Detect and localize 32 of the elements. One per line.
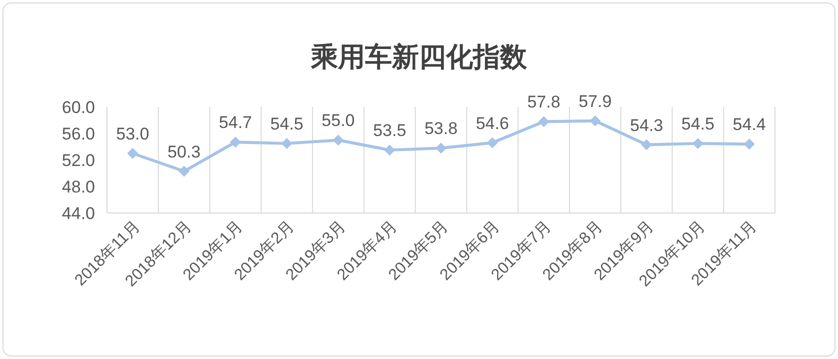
point — [332, 134, 344, 146]
point — [692, 138, 704, 149]
chart-title: 乘用车新四化指数 — [310, 42, 528, 72]
text: 54.5 — [270, 114, 304, 134]
text: 55.0 — [322, 111, 355, 130]
point — [127, 148, 138, 159]
text: 54.3 — [630, 116, 664, 135]
text: 57.8 — [527, 92, 560, 112]
text: 57.9 — [578, 92, 612, 111]
point — [384, 144, 396, 156]
point — [538, 116, 550, 128]
text: 53.8 — [424, 119, 458, 138]
text: 53.5 — [373, 121, 406, 140]
text: 54.5 — [681, 114, 714, 134]
point — [281, 138, 292, 149]
point — [590, 115, 601, 126]
y-tick-label: 60.0 — [62, 98, 95, 117]
y-tick-label: 44.0 — [62, 204, 95, 223]
y-tick-label: 56.0 — [62, 124, 95, 144]
point — [230, 136, 241, 148]
text: 50.3 — [168, 142, 201, 162]
y-tick-label: 52.0 — [62, 151, 95, 170]
point — [436, 142, 446, 154]
text: 53.0 — [116, 124, 150, 144]
y-tick-label: 48.0 — [62, 178, 95, 196]
text: 54.6 — [476, 114, 509, 133]
point — [641, 139, 652, 150]
text: 54.7 — [218, 113, 252, 132]
text: 54.4 — [732, 115, 766, 134]
point — [486, 137, 498, 148]
point — [744, 138, 755, 150]
point — [178, 166, 190, 177]
